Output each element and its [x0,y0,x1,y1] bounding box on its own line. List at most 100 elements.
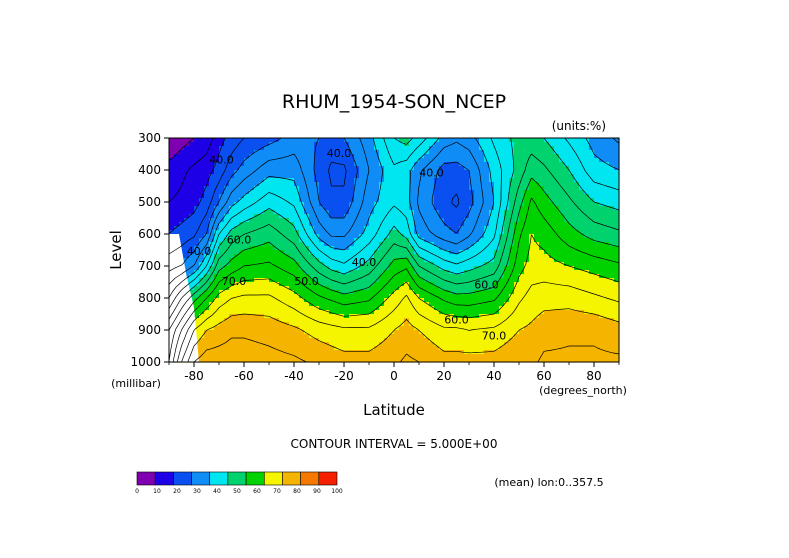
field-cell [209,150,215,155]
field-cell [464,242,470,247]
field-cell [204,174,210,179]
field-cell [339,334,345,339]
field-cell [384,330,390,335]
field-cell [254,174,260,179]
field-cell [434,354,440,359]
field-cell [574,178,580,183]
field-cell [514,238,520,243]
field-cell [374,290,380,295]
field-cell [449,242,455,247]
field-cell [294,226,300,231]
field-cell [189,198,195,203]
field-cell [519,198,525,203]
field-cell [589,142,595,147]
field-cell [304,338,310,343]
field-cell [239,254,245,259]
field-cell [194,274,200,279]
field-cell [214,154,220,159]
field-cell [274,186,280,191]
field-cell [449,238,455,243]
field-cell [569,226,575,231]
field-cell [274,306,280,311]
field-cell [279,282,285,287]
field-cell [469,342,475,347]
field-cell [414,274,420,279]
field-cell [444,346,450,351]
field-cell [299,234,305,239]
field-cell [459,286,465,291]
field-cell [309,170,315,175]
field-cell [549,182,555,187]
field-cell [344,282,350,287]
field-cell [359,258,365,263]
field-cell [529,338,535,343]
field-cell [549,138,555,143]
field-cell [264,354,270,359]
field-cell [394,350,400,355]
field-cell [439,358,445,363]
field-cell [579,258,585,263]
field-cell [319,230,325,235]
field-cell [554,226,560,231]
field-cell [489,346,495,351]
field-cell [344,266,350,271]
field-cell [279,190,285,195]
field-cell [494,346,500,351]
field-cell [499,334,505,339]
field-cell [579,226,585,231]
field-cell [529,178,535,183]
field-cell [589,270,595,275]
field-cell [354,246,360,251]
field-cell [199,238,205,243]
field-cell [274,146,280,151]
field-cell [499,218,505,223]
field-cell [299,214,305,219]
field-cell [199,190,205,195]
field-cell [334,174,340,179]
field-cell [329,322,335,327]
field-cell [359,138,365,143]
field-cell [229,318,235,323]
field-cell [184,250,190,255]
field-cell [409,226,415,231]
field-cell [319,330,325,335]
field-cell [299,218,305,223]
field-cell [204,334,210,339]
field-cell [414,210,420,215]
field-cell [249,162,255,167]
field-cell [289,258,295,263]
field-cell [554,158,560,163]
field-cell [209,142,215,147]
field-cell [594,294,600,299]
field-cell [419,238,425,243]
field-cell [269,162,275,167]
field-cell [469,138,475,143]
field-cell [419,254,425,259]
field-cell [314,238,320,243]
field-cell [524,254,530,259]
field-cell [509,318,515,323]
field-cell [419,266,425,271]
field-cell [539,354,545,359]
field-cell [454,242,460,247]
field-cell [424,230,430,235]
field-cell [514,222,520,227]
field-cell [359,226,365,231]
field-cell [399,246,405,251]
field-cell [494,166,500,171]
field-cell [539,302,545,307]
field-cell [279,182,285,187]
field-cell [574,214,580,219]
field-cell [609,334,615,339]
field-cell [544,202,550,207]
field-cell [609,142,615,147]
field-cell [614,178,620,183]
field-cell [559,318,565,323]
field-cell [214,234,220,239]
field-cell [314,230,320,235]
field-cell [474,334,480,339]
field-cell [539,174,545,179]
field-cell [219,250,225,255]
field-cell [479,250,485,255]
field-cell [544,210,550,215]
